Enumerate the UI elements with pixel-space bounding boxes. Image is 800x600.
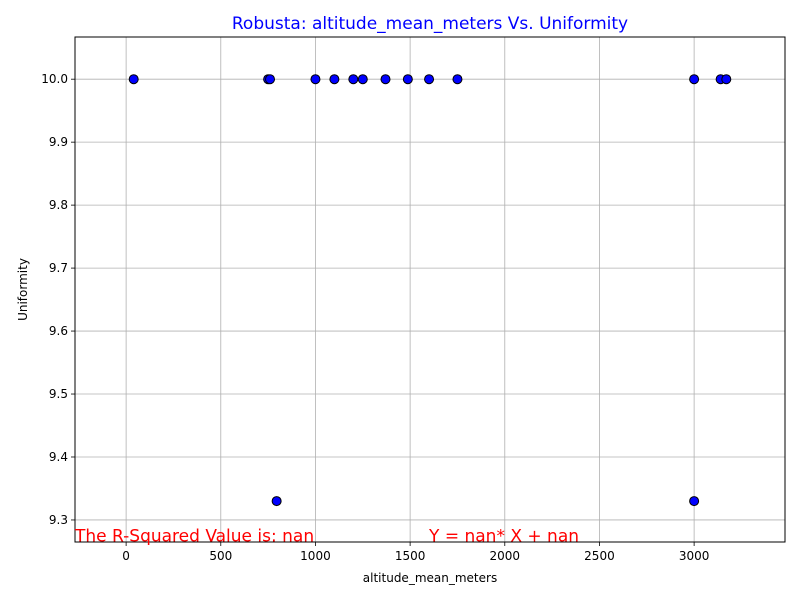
data-points xyxy=(128,74,732,507)
data-point xyxy=(128,74,139,85)
x-tick-label: 2500 xyxy=(584,549,615,563)
y-axis-ticks: 9.3 9.4 9.5 9.6 9.7 9.8 9.9 10.0 xyxy=(41,72,75,527)
annotation-text: Y = nan* X + nan xyxy=(428,527,579,547)
data-point xyxy=(721,74,732,85)
x-tick-label: 1000 xyxy=(300,549,331,563)
data-point xyxy=(310,74,321,85)
y-tick-label: 9.3 xyxy=(49,513,68,527)
data-point xyxy=(271,496,282,507)
data-point xyxy=(689,74,700,85)
y-tick-label: 9.8 xyxy=(49,198,68,212)
y-tick-label: 10.0 xyxy=(41,72,68,86)
chart-title: Robusta: altitude_mean_meters Vs. Unifor… xyxy=(232,14,628,34)
data-point xyxy=(452,74,463,85)
data-point xyxy=(357,74,368,85)
x-axis-ticks: 0 500 1000 1500 2000 2500 3000 xyxy=(122,542,709,563)
x-tick-label: 500 xyxy=(209,549,232,563)
data-point xyxy=(265,74,276,85)
annotation-text: The R-Squared Value is: nan xyxy=(74,527,314,547)
y-tick-label: 9.9 xyxy=(49,135,68,149)
y-tick-label: 9.4 xyxy=(49,450,68,464)
data-point xyxy=(689,496,700,507)
data-point xyxy=(329,74,340,85)
data-point xyxy=(424,74,435,85)
data-point xyxy=(348,74,359,85)
data-point xyxy=(402,74,413,85)
x-axis-label: altitude_mean_meters xyxy=(363,571,497,585)
y-tick-label: 9.6 xyxy=(49,324,68,338)
y-tick-label: 9.5 xyxy=(49,387,68,401)
grid xyxy=(75,37,785,542)
plot-area-frame xyxy=(74,36,786,543)
data-point xyxy=(380,74,391,85)
x-tick-label: 3000 xyxy=(679,549,710,563)
y-tick-label: 9.7 xyxy=(49,261,68,275)
x-tick-label: 0 xyxy=(122,549,130,563)
x-tick-label: 1500 xyxy=(395,549,426,563)
y-axis-label: Uniformity xyxy=(16,258,30,321)
annotations: The R-Squared Value is: nan Y = nan* X + … xyxy=(74,527,579,547)
x-tick-label: 2000 xyxy=(490,549,521,563)
